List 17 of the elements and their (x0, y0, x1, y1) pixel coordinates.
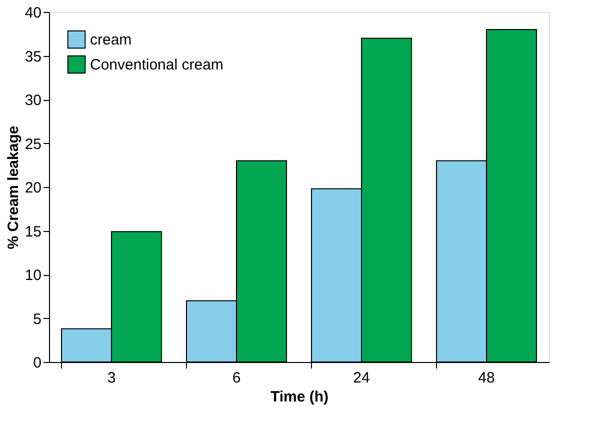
legend-label: Conventional cream (90, 56, 224, 74)
x-tick-label: 3 (107, 370, 116, 386)
y-tick-label: 30 (24, 92, 42, 109)
y-tick-label: 5 (33, 310, 42, 328)
y-tick-label: 40 (24, 4, 42, 22)
y-tick-label: 35 (24, 48, 42, 66)
y-axis-title: % Cream leakage (4, 126, 22, 250)
x-tick-label: 48 (478, 370, 495, 386)
legend-label: cream (90, 32, 132, 48)
y-tick-label: 10 (24, 267, 42, 284)
y-tick-label: 15 (24, 223, 42, 240)
x-tick-label: 6 (232, 370, 241, 386)
y-tick-label: 25 (24, 136, 42, 153)
x-tick-label: 24 (353, 370, 370, 386)
x-axis-title: Time (h) (270, 388, 329, 406)
y-tick-label: 20 (24, 180, 42, 196)
y-tick-label: 0 (33, 354, 42, 372)
